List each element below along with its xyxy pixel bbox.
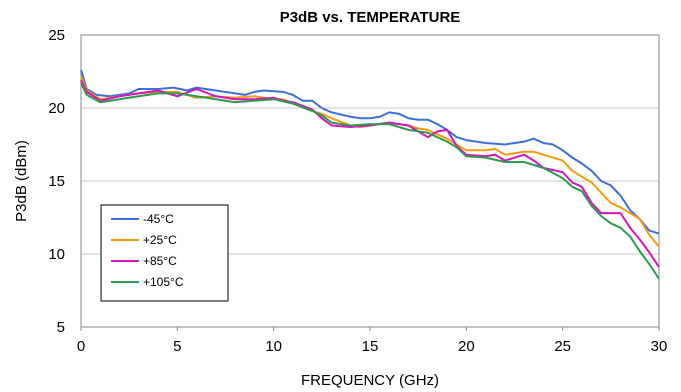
y-tick-label: 5	[57, 319, 65, 336]
chart-title: P3dB vs. TEMPERATURE	[280, 9, 461, 26]
x-tick-label: 20	[458, 338, 475, 355]
series-lines	[80, 69, 660, 280]
legend: -45°C +25°C +85°C +105°C	[100, 204, 229, 302]
y-tick-label: 10	[48, 246, 65, 263]
series-line-4	[80, 82, 660, 280]
y-tick-label: 25	[48, 27, 65, 44]
x-tick-label: 0	[77, 338, 85, 355]
series-line-3	[80, 79, 660, 268]
y-tick-label: 20	[48, 100, 65, 117]
x-tick-label: 15	[362, 338, 379, 355]
x-tick-label: 5	[173, 338, 181, 355]
series-line-1	[80, 69, 660, 235]
legend-label: +85°C	[143, 254, 177, 268]
x-tick-label: 30	[651, 338, 668, 355]
legend-box	[100, 204, 229, 302]
y-axis-tick-labels: 5 10 15 20 25	[48, 27, 65, 336]
legend-label: +105°C	[143, 275, 184, 289]
legend-label: -45°C	[143, 212, 174, 226]
x-tick-label: 10	[265, 338, 282, 355]
y-tick-label: 15	[48, 173, 65, 190]
x-axis-tick-labels: 0 5 10 15 20 25 30	[77, 327, 668, 355]
x-axis-label: FREQUENCY (GHz)	[301, 372, 439, 389]
legend-label: +25°C	[143, 233, 177, 247]
x-tick-label: 25	[554, 338, 571, 355]
y-axis-label: P3dB (dBm)	[13, 140, 30, 222]
